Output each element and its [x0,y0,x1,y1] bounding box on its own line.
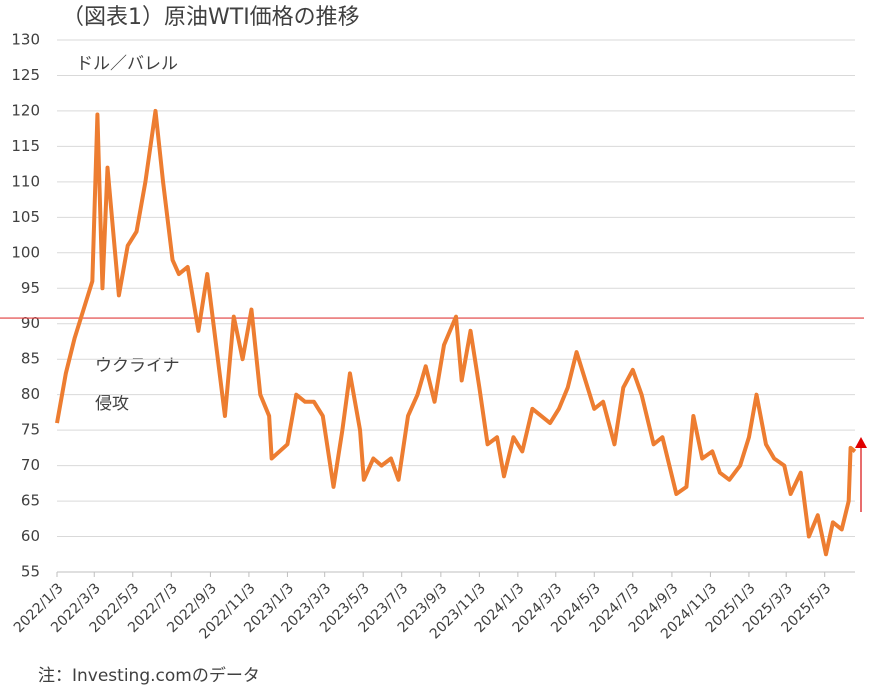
note: 注：Investing.comのデータ [38,665,260,686]
unit-label: ドル／バレル [76,54,178,74]
y-tick-label: 95 [21,279,40,297]
y-tick-label: 100 [11,243,40,261]
y-tick-label: 70 [21,456,40,474]
y-tick-label: 125 [11,66,40,84]
y-tick-label: 55 [21,563,40,581]
chart-title: （図表1）原油WTI価格の推移 [62,5,360,30]
arrow-head [855,437,867,448]
price-line [55,108,857,557]
annotation: ウクライナ [95,356,180,376]
y-tick-label: 65 [21,492,40,510]
y-tick-label: 120 [11,101,40,119]
y-tick-label: 85 [21,350,40,368]
annotation: 侵攻 [95,394,129,414]
y-tick-label: 80 [21,385,40,403]
y-tick-label: 110 [11,172,40,190]
y-tick-label: 60 [21,527,40,545]
y-tick-label: 115 [11,137,40,155]
y-tick-label: 105 [11,208,40,226]
y-tick-label: 90 [21,314,40,332]
y-tick-label: 130 [11,31,40,49]
y-tick-label: 75 [21,421,40,439]
plot-area: 5560657075808590951001051101151201251302… [0,31,864,642]
